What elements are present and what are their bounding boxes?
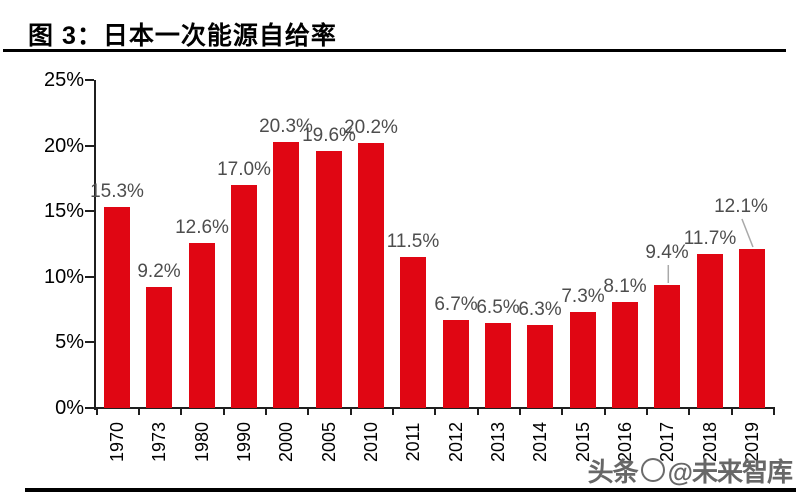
x-axis-tick	[731, 409, 733, 415]
value-label-2011: 11.5%	[386, 231, 440, 252]
bar-2010	[358, 143, 384, 408]
value-label-2015: 7.3%	[561, 286, 605, 307]
y-axis-tick	[85, 407, 94, 409]
x-axis-label-1970: 1970	[107, 421, 127, 463]
bottom-border-line	[25, 488, 796, 492]
value-label-1973: 9.2%	[137, 261, 181, 282]
value-label-2013: 6.5%	[476, 297, 520, 318]
bar-1970	[104, 207, 130, 408]
y-axis-tick-label: 10%	[43, 266, 84, 288]
value-label-1970: 15.3%	[90, 181, 144, 202]
x-axis-label-2005: 2005	[319, 421, 339, 463]
bar-2013	[485, 323, 511, 408]
bar-2011	[400, 257, 426, 408]
x-axis-tick	[392, 409, 394, 415]
x-axis-label-1990: 1990	[234, 421, 254, 463]
value-label-2016: 8.1%	[603, 276, 647, 297]
x-axis-tick	[434, 409, 436, 415]
y-axis-tick-label: 0%	[55, 397, 84, 419]
x-axis-tick	[350, 409, 352, 415]
x-axis-label-2000: 2000	[276, 421, 296, 463]
toutiao-panda-logo-icon	[640, 458, 665, 482]
x-axis-label-2014: 2014	[530, 421, 550, 463]
value-label-2018: 11.7%	[683, 228, 737, 249]
value-label-2012: 6.7%	[434, 294, 478, 315]
x-axis-label-1980: 1980	[192, 421, 212, 463]
x-axis-tick	[96, 409, 98, 415]
y-axis-tick	[85, 145, 94, 147]
x-axis-tick	[773, 409, 775, 415]
title-underline	[3, 49, 786, 52]
bar-1973	[146, 287, 172, 408]
bar-2015	[570, 312, 596, 408]
y-axis-line	[94, 80, 96, 410]
value-label-1990: 17.0%	[217, 159, 271, 180]
bar-2012	[443, 320, 469, 408]
value-label-2010: 20.2%	[344, 117, 398, 138]
y-axis-tick-label: 5%	[55, 331, 84, 353]
bar-2019	[739, 249, 765, 408]
bar-1980	[189, 243, 215, 408]
x-axis-label-2010: 2010	[361, 421, 381, 463]
value-label-2000: 20.3%	[259, 116, 313, 137]
watermark-text-suffix: @未来智库	[667, 456, 793, 487]
y-axis-tick-label: 25%	[43, 69, 84, 91]
bar-2018	[697, 254, 723, 408]
x-axis-tick	[646, 409, 648, 415]
x-axis-label-2011: 2011	[403, 422, 423, 462]
x-axis-tick	[180, 409, 182, 415]
bar-1990	[231, 185, 257, 408]
value-label-2014: 6.3%	[518, 299, 562, 320]
x-axis-tick	[519, 409, 521, 415]
x-axis-tick	[265, 409, 267, 415]
y-axis-tick	[85, 276, 94, 278]
y-axis-tick-label: 15%	[43, 200, 84, 222]
value-label-1980: 12.6%	[175, 217, 229, 238]
value-label-2019: 12.1%	[714, 196, 768, 217]
y-axis-tick	[85, 210, 94, 212]
x-axis-label-1973: 1973	[149, 421, 169, 463]
watermark: 头条 @未来智库	[587, 450, 793, 490]
x-axis-tick	[223, 409, 225, 415]
y-axis-tick	[85, 79, 94, 81]
x-axis-tick	[604, 409, 606, 415]
bar-2000	[273, 142, 299, 408]
bar-2014	[527, 325, 553, 408]
x-axis-label-2013: 2013	[488, 421, 508, 463]
bar-2016	[612, 302, 638, 408]
x-axis-tick	[477, 409, 479, 415]
x-axis-line	[94, 407, 775, 409]
figure-title: 图 3：日本一次能源自给率	[28, 22, 337, 50]
x-axis-tick	[688, 409, 690, 415]
y-axis-tick	[85, 341, 94, 343]
value-label-2005: 19.6%	[302, 125, 356, 146]
x-axis-label-2012: 2012	[446, 421, 466, 463]
x-axis-tick	[307, 409, 309, 415]
bar-2005	[316, 151, 342, 408]
value-label-2017: 9.4%	[645, 242, 689, 263]
x-axis-tick	[138, 409, 140, 415]
y-axis-tick-label: 20%	[43, 135, 84, 157]
watermark-text-prefix: 头条	[587, 456, 639, 487]
x-axis-tick	[561, 409, 563, 415]
bar-2017	[654, 285, 680, 408]
